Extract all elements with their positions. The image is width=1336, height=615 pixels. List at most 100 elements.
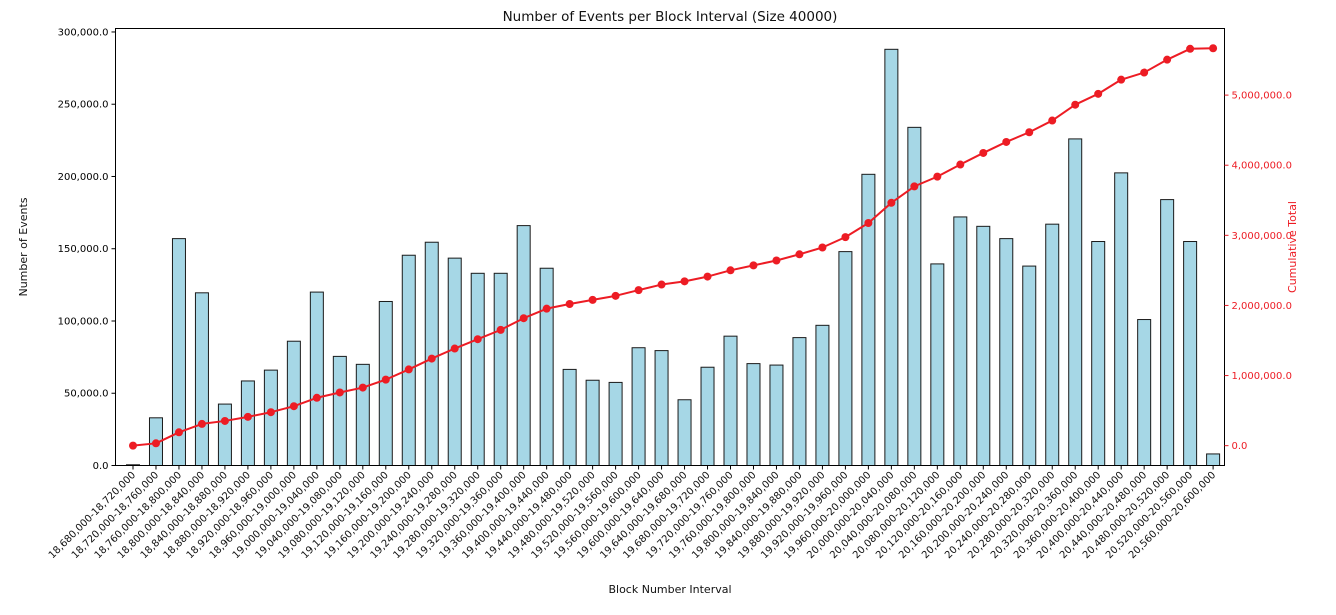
right-y-axis-title: Cumulative Total [1286,201,1299,293]
cumulative-point [450,344,459,353]
cumulative-point [588,295,597,304]
left-y-tick-label: 300,000.0 [58,27,109,38]
left-y-tick-label: 100,000.0 [58,316,109,327]
cumulative-point [1071,100,1080,109]
cumulative-point [427,354,436,363]
plot-border [115,28,1225,466]
bar [608,381,623,466]
bar [815,324,830,466]
cumulative-point [565,300,574,308]
bar [424,241,439,466]
cumulative-point [473,335,482,344]
right-y-tick-label: 5,000,000.0 [1232,91,1292,102]
bar [723,335,738,466]
cumulative-point [657,280,666,289]
bar [1206,453,1221,467]
right-y-tick-label: 4,000,000.0 [1232,161,1292,172]
bar [194,292,209,466]
cumulative-point [404,365,413,374]
left-y-tick-label: 0.0 [93,461,109,472]
plot-area: 0.0 50,000.0 100,000.0 150,000.0 200,000.0 25… [47,27,1292,561]
cumulative-point [772,256,781,265]
bar [769,364,784,467]
cumulative-point [289,402,298,411]
cumulative-point [887,198,896,207]
cumulative-point [1002,137,1011,146]
bar [516,225,531,466]
cumulative-point [841,233,850,242]
cumulative-point [1186,44,1195,53]
bar [700,366,715,467]
bar [1160,199,1175,466]
cumulative-point [611,291,620,300]
bar [1022,265,1037,466]
cumulative-point [358,383,367,392]
bar [1114,172,1129,466]
right-y-tick-label: 0.0 [1232,441,1248,452]
bar [217,403,232,466]
cumulative-point [864,218,873,227]
cumulative-point [312,393,321,402]
cumulative-point [197,419,206,428]
bar [1183,241,1198,466]
bar [470,272,485,466]
cumulative-point [933,172,942,181]
cumulative-point [910,182,919,191]
bar [654,350,669,466]
bar [539,267,554,466]
cumulative-point [266,408,275,417]
cumulative-point [151,439,160,448]
right-y-tick-label: 1,000,000.0 [1232,371,1292,382]
cumulative-point [496,325,505,334]
cumulative-point [703,272,712,281]
bar [677,399,692,466]
bar [631,347,646,466]
cumulative-point [1094,89,1103,98]
bar [976,225,991,466]
cumulative-point [174,428,183,437]
cumulative-point [243,412,252,421]
cumulative-point [542,304,551,313]
bar [907,126,922,466]
cumulative-point [795,250,804,259]
chart-title: Number of Events per Block Interval (Siz… [503,9,838,25]
bar [309,291,324,466]
cumulative-point [220,416,229,425]
bar [953,216,968,466]
x-axis-title: Block Number Interval [608,583,731,596]
right-y-tick-label: 3,000,000.0 [1232,231,1292,242]
left-y-tick-label: 150,000.0 [58,244,109,255]
left-y-tick-label: 200,000.0 [58,172,109,183]
bar [884,48,899,467]
cumulative-line [132,47,1214,447]
bar [401,254,416,466]
cumulative-point [634,286,643,295]
cumulative-point [1209,44,1218,53]
cumulative-point [979,148,988,157]
cumulative-point [726,266,735,275]
cumulative-point [335,388,344,397]
bar [355,363,370,466]
bar [585,379,600,466]
bar [930,263,945,466]
cumulative-point [680,277,689,286]
cumulative-point [519,314,528,323]
bar [1137,319,1152,467]
cumulative-point [1140,68,1149,77]
left-y-axis-title: Number of Events [17,197,30,296]
left-y-tick-label: 250,000.0 [58,100,109,111]
cumulative-point [818,243,827,252]
cumulative-point [1048,116,1057,125]
cumulative-point [749,261,758,270]
bar [263,369,278,466]
bar [999,238,1014,466]
bar [447,257,462,466]
bar [838,251,853,466]
bar [746,363,761,466]
cumulative-point [1117,75,1126,84]
bar [493,272,508,466]
bar [1045,223,1060,466]
bar [562,368,577,466]
